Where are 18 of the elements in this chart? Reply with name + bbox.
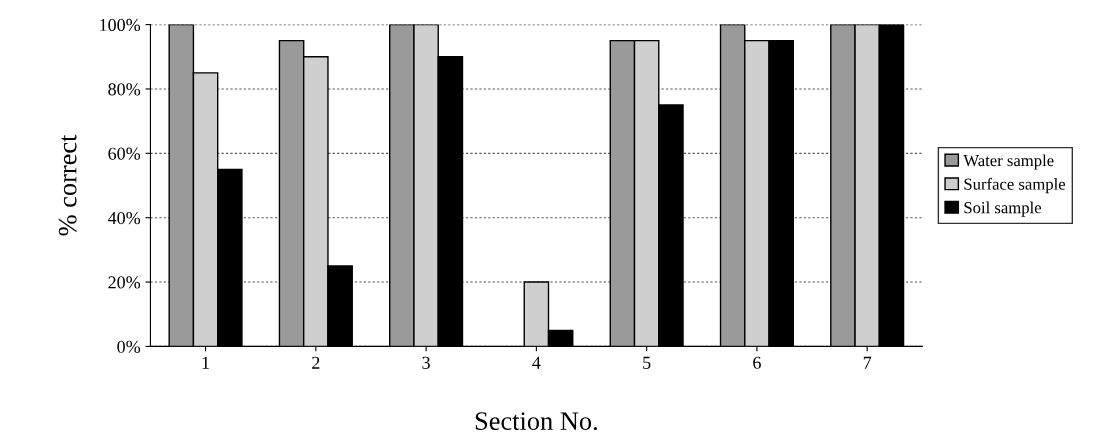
legend-label: Soil sample (964, 201, 1042, 217)
x-tick-label: 6 (753, 356, 761, 369)
y-tick-label: 100% (100, 18, 141, 32)
y-tick-label: 60% (108, 147, 141, 160)
y-tick-label: 0% (117, 340, 141, 353)
x-tick-label: 2 (312, 356, 320, 369)
legend-label: Water sample (963, 154, 1054, 170)
x-tick-label: 4 (532, 356, 541, 369)
x-tick-label: 7 (863, 356, 872, 369)
x-tick-label: 1 (202, 356, 209, 369)
y-tick-label: 40% (107, 211, 141, 225)
legend-label: Surface sample (964, 177, 1066, 194)
x-tick-label: 5 (643, 356, 651, 369)
y-tick-label: 80% (108, 83, 141, 96)
y-axis-title: % correct (58, 134, 77, 236)
x-axis-title: Section No. (475, 412, 597, 431)
y-tick-label: 20% (108, 276, 141, 289)
x-tick-label: 3 (422, 356, 430, 369)
